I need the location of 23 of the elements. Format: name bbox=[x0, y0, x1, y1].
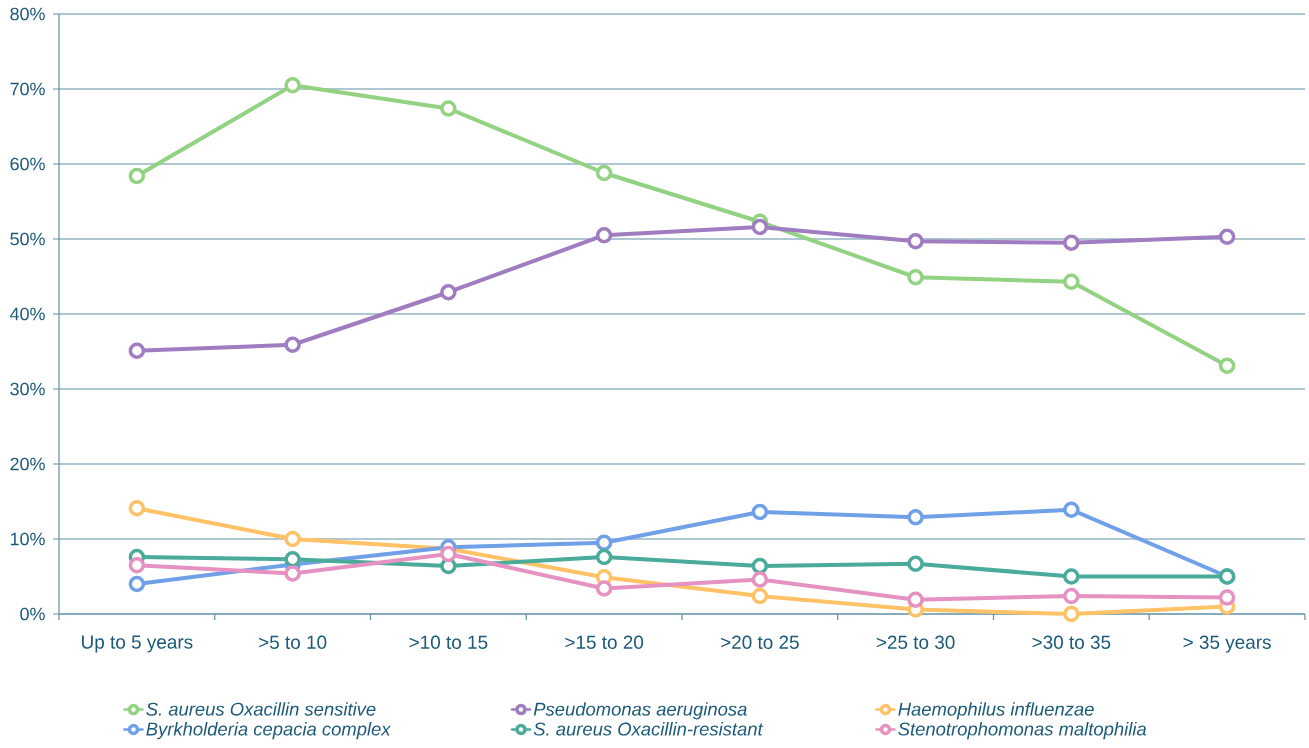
legend-label: Haemophilus influenzae bbox=[898, 702, 1094, 720]
x-tick-label: >25 to 30 bbox=[876, 635, 955, 649]
x-tick-label: >10 to 15 bbox=[409, 635, 488, 649]
y-tick-label: 50% bbox=[10, 232, 45, 246]
x-tick-label: >15 to 20 bbox=[565, 635, 644, 649]
y-tick-label: 10% bbox=[10, 532, 45, 546]
x-tick-label: >20 to 25 bbox=[721, 635, 799, 649]
y-tick-label: 30% bbox=[10, 382, 45, 396]
legend-label: Stenotrophomonas maltophilia bbox=[898, 722, 1147, 740]
y-tick-label: 20% bbox=[10, 457, 45, 471]
x-tick-label: Up to 5 years bbox=[82, 635, 193, 653]
x-tick-label: > 35 years bbox=[1183, 635, 1271, 653]
y-tick-label: 0% bbox=[20, 607, 45, 621]
y-tick-label: 60% bbox=[10, 157, 45, 171]
y-tick-label: 70% bbox=[10, 82, 45, 96]
legend-label: Byrkholderia cepacia complex bbox=[146, 722, 392, 740]
y-tick-label: 40% bbox=[10, 307, 45, 321]
y-tick-label: 80% bbox=[10, 7, 45, 21]
legend-label: S. aureus Oxacillin sensitive bbox=[146, 702, 376, 716]
legend-label: Pseudomonas aeruginosa bbox=[533, 702, 747, 720]
legend-label: S. aureus Oxacillin-resistant bbox=[533, 722, 764, 736]
x-tick-label: >5 to 10 bbox=[259, 635, 327, 649]
x-tick-label: >30 to 35 bbox=[1032, 635, 1111, 649]
